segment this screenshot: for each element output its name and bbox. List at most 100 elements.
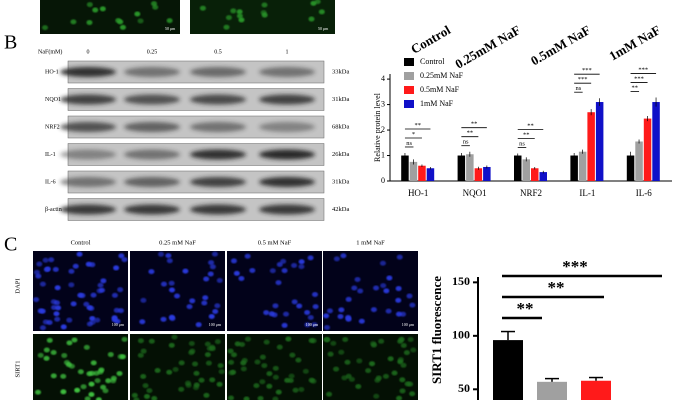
bar bbox=[522, 159, 530, 181]
bar bbox=[570, 155, 578, 181]
column-label: 0.5 mM NaF bbox=[258, 239, 292, 246]
nucleus bbox=[356, 358, 363, 364]
nucleus bbox=[105, 378, 112, 384]
nucleus bbox=[234, 341, 241, 347]
nucleus bbox=[148, 338, 155, 344]
nucleus bbox=[407, 336, 414, 342]
nucleus bbox=[345, 316, 352, 322]
nucleus bbox=[410, 347, 417, 353]
nucleus bbox=[386, 275, 393, 281]
bar bbox=[426, 168, 435, 181]
nucleus bbox=[330, 340, 337, 346]
nucleus bbox=[137, 352, 144, 358]
x-tick-label: IL-1 bbox=[579, 188, 595, 198]
nucleus bbox=[102, 388, 109, 394]
nucleus bbox=[171, 334, 178, 340]
legend-swatch bbox=[404, 72, 414, 80]
size-label: 31kDa bbox=[332, 178, 349, 185]
row-label: IL-6 bbox=[45, 179, 56, 185]
bar bbox=[493, 340, 523, 400]
nucleus bbox=[311, 322, 318, 328]
nucleus bbox=[137, 338, 144, 344]
band bbox=[190, 177, 246, 187]
bar bbox=[643, 118, 652, 181]
bar bbox=[466, 154, 474, 181]
bar bbox=[537, 381, 567, 400]
bar bbox=[457, 155, 466, 181]
cell bbox=[92, 7, 99, 13]
sig-label: *** bbox=[562, 257, 588, 276]
nucleus bbox=[289, 352, 296, 358]
sig-label: *** bbox=[638, 66, 648, 73]
nucleus bbox=[195, 322, 202, 328]
band bbox=[60, 94, 116, 105]
nucleus bbox=[97, 282, 104, 288]
nucleus bbox=[95, 397, 102, 400]
legend-swatch bbox=[404, 100, 414, 108]
legend-label: 0.5mM NaF bbox=[420, 85, 460, 94]
cell bbox=[42, 25, 49, 31]
nucleus bbox=[165, 253, 172, 259]
bar bbox=[418, 165, 426, 181]
nucleus bbox=[326, 308, 333, 314]
bar bbox=[539, 172, 547, 181]
nucleus bbox=[46, 337, 53, 343]
nucleus bbox=[168, 280, 175, 286]
nucleus bbox=[205, 360, 212, 366]
nucleus bbox=[395, 297, 402, 303]
nucleus bbox=[387, 356, 394, 362]
band bbox=[259, 149, 315, 160]
band bbox=[60, 204, 116, 215]
nucleus bbox=[228, 395, 235, 400]
cell bbox=[238, 17, 245, 23]
column-label: Control bbox=[71, 239, 91, 246]
nucleus bbox=[395, 286, 402, 292]
nucleus bbox=[61, 353, 68, 359]
band bbox=[190, 122, 246, 132]
nucleus bbox=[93, 370, 100, 376]
nucleus bbox=[268, 311, 275, 317]
y-tick-label: 3 bbox=[381, 99, 385, 108]
nucleus bbox=[263, 310, 270, 316]
nucleus bbox=[94, 378, 101, 384]
sig-label: *** bbox=[582, 67, 592, 74]
bar bbox=[581, 380, 611, 400]
row-label: IL-1 bbox=[45, 152, 56, 158]
nucleus bbox=[60, 389, 67, 395]
x-tick-label: NRF2 bbox=[520, 188, 542, 198]
nucleus bbox=[119, 354, 126, 360]
cell bbox=[308, 16, 315, 22]
nucleus bbox=[214, 303, 221, 309]
nucleus bbox=[88, 391, 95, 397]
nucleus bbox=[292, 387, 299, 393]
nucleus bbox=[230, 258, 237, 264]
nucleus bbox=[53, 311, 60, 317]
y-axis-label: SIRT1 fluorescence bbox=[429, 276, 444, 384]
nucleus bbox=[193, 370, 200, 376]
nucleus bbox=[284, 377, 291, 383]
nucleus bbox=[298, 264, 305, 270]
nucleus bbox=[52, 266, 59, 272]
cell bbox=[86, 2, 93, 8]
y-tick-label: 1 bbox=[381, 150, 385, 159]
nucleus bbox=[409, 391, 416, 397]
column-label: 0.25 mM NaF bbox=[159, 239, 196, 246]
nucleus bbox=[344, 359, 351, 365]
sig-label: * bbox=[412, 131, 415, 138]
bar bbox=[474, 168, 483, 181]
group-label: 0.25mM NaF bbox=[452, 22, 523, 71]
sig-label: *** bbox=[634, 75, 644, 82]
bar bbox=[531, 168, 539, 181]
nucleus bbox=[214, 339, 221, 345]
nucleus bbox=[302, 368, 309, 374]
nucleus bbox=[373, 393, 380, 399]
nucleus bbox=[139, 319, 146, 325]
nucleus bbox=[254, 359, 261, 365]
nucleus bbox=[333, 256, 340, 262]
y-tick-label: 4 bbox=[381, 74, 385, 83]
nucleus bbox=[116, 371, 123, 377]
nucleus bbox=[168, 287, 175, 293]
nucleus bbox=[83, 344, 90, 350]
nucleus bbox=[382, 373, 389, 379]
